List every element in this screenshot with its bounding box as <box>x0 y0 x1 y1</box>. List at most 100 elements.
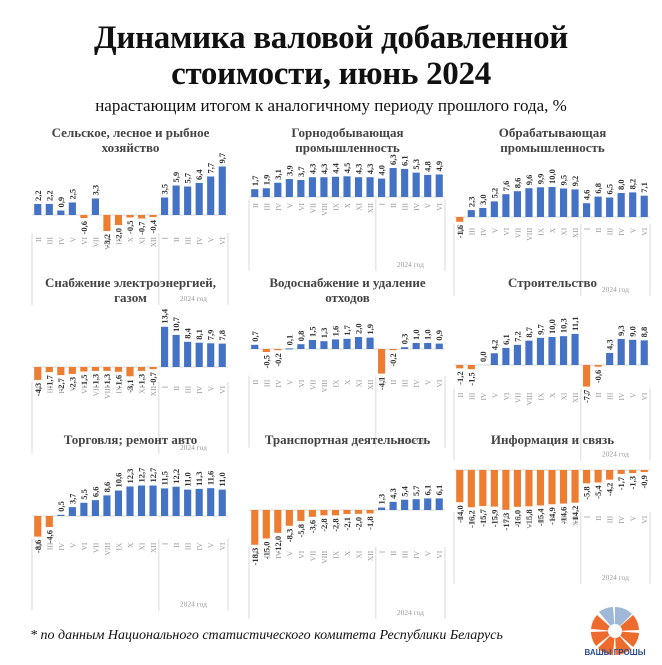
bar <box>502 194 510 217</box>
bar <box>617 193 625 217</box>
bar <box>331 510 340 516</box>
bar-value-label: -12,0 <box>273 536 283 554</box>
bar-value-label: -14,6 <box>559 507 569 525</box>
bar-value-label: 5,9 <box>171 172 181 183</box>
chart-panel: Информация и связь -14,0 II -16,2 III -15,7 IV… <box>450 432 655 592</box>
bar-value-label: -16,0 <box>512 510 522 528</box>
bar-value-label: 12,7 <box>137 467 147 483</box>
x-tick-label: VIII <box>103 237 112 250</box>
bar <box>435 498 443 510</box>
bar-value-label: 3,0 <box>478 194 488 205</box>
bar <box>195 488 203 516</box>
bar-value-label: 10,0 <box>547 319 557 334</box>
bar-value-label: -2,0 <box>113 228 123 241</box>
x-tick-label: V <box>490 227 499 233</box>
page-subtitle: нарастающим итогом к аналогичному период… <box>95 96 567 115</box>
bar-value-label: 8,1 <box>194 329 204 340</box>
bar <box>297 344 305 349</box>
bar-value-label: 4,2 <box>489 340 499 351</box>
bar-value-label: -15,4 <box>535 508 545 526</box>
chart-plot: 0,7II-0,5III-0,2IV0,1V0,8VI1,5VII1,3VIII… <box>248 323 446 448</box>
x-tick-label: VI <box>502 227 511 235</box>
bar <box>389 168 397 197</box>
bar <box>435 174 443 197</box>
x-tick-label: II <box>594 227 603 232</box>
x-tick-label: V <box>285 550 294 556</box>
chart-panel: Снабжение электроэнергией, газом -4,3 II -1… <box>28 275 233 454</box>
bar <box>114 215 123 225</box>
bar <box>502 347 510 365</box>
bar-value-label: -0,2 <box>273 353 283 366</box>
bar-value-label: -4,2 <box>605 483 615 496</box>
bar <box>594 196 602 217</box>
bar-value-label: 12,7 <box>148 467 158 483</box>
bar <box>502 470 510 510</box>
page-title-line2: стоимости, июнь 2024 <box>171 56 491 92</box>
bar-value-label: -4,6 <box>44 530 54 543</box>
bar <box>274 182 282 197</box>
bar <box>378 178 386 197</box>
x-tick-label: IX <box>536 227 545 235</box>
x-tick-label: XII <box>149 237 158 248</box>
x-tick-label: I <box>583 515 592 518</box>
bar-value-label: 6,8 <box>593 183 603 194</box>
x-tick-label: IV <box>412 202 421 210</box>
bar <box>331 176 340 197</box>
bar <box>45 367 53 373</box>
bar <box>548 470 556 505</box>
x-tick-label: V <box>285 202 294 208</box>
group-year-label: 2024 год <box>602 450 629 459</box>
bar-value-label: 7,7 <box>206 162 216 173</box>
bar-value-label: 8,8 <box>639 327 649 338</box>
bar <box>525 188 533 217</box>
x-tick-label: IV <box>617 392 626 400</box>
bar-value-label: -4,3 <box>33 383 43 396</box>
bar <box>640 340 648 365</box>
bar <box>354 177 363 197</box>
bar <box>80 215 88 218</box>
x-tick-label: IV <box>479 227 488 235</box>
bar-value-label: 3,1 <box>273 169 283 180</box>
bar-value-label: 0,5 <box>56 501 66 512</box>
x-tick-label: IV <box>195 236 204 244</box>
chart-panel: Обрабатывающая промышленность -1,6 II 2,3 II… <box>450 125 655 296</box>
x-tick-label: II <box>34 237 43 242</box>
bar <box>184 489 192 516</box>
bar <box>629 192 637 217</box>
bar <box>308 510 316 517</box>
x-tick-label: IV <box>274 202 283 210</box>
bar <box>583 365 591 387</box>
x-tick-label: IV <box>617 227 626 235</box>
x-tick-label: VI <box>640 227 649 235</box>
bar <box>285 348 293 350</box>
group-year-label: 2024 год <box>397 260 424 269</box>
x-tick-label: VII <box>308 203 317 214</box>
x-tick-label: VIII <box>320 379 329 392</box>
x-tick-label: VI <box>502 515 511 523</box>
bar-value-label: -2,8 <box>330 518 340 531</box>
bar-value-label: -14,9 <box>547 507 557 525</box>
x-tick-label: X <box>548 392 557 398</box>
bar-value-label: 8,4 <box>183 327 193 338</box>
bar-value-label: 4,3 <box>388 488 398 499</box>
bar <box>68 507 76 516</box>
bar-value-label: 9,2 <box>570 176 580 187</box>
bar-value-label: -5,4 <box>593 485 603 499</box>
bar-value-label: -0,9 <box>639 475 649 488</box>
x-tick-label: X <box>126 385 135 391</box>
group-year-label: 2024 год <box>397 608 424 617</box>
bar-value-label: -8,3 <box>284 529 294 542</box>
x-tick-label: VIII <box>320 203 329 216</box>
x-tick-label: IV <box>57 385 66 393</box>
bar <box>617 338 625 365</box>
bar <box>343 176 351 197</box>
bar-value-label: 5,3 <box>411 159 421 170</box>
bar <box>559 470 568 504</box>
bar <box>354 510 363 514</box>
x-tick-label: V <box>424 550 433 556</box>
bar <box>412 172 420 197</box>
bar-value-label: 1,3 <box>319 328 329 339</box>
bar-value-label: 11,5 <box>160 471 170 485</box>
x-tick-label: XII <box>366 203 375 214</box>
